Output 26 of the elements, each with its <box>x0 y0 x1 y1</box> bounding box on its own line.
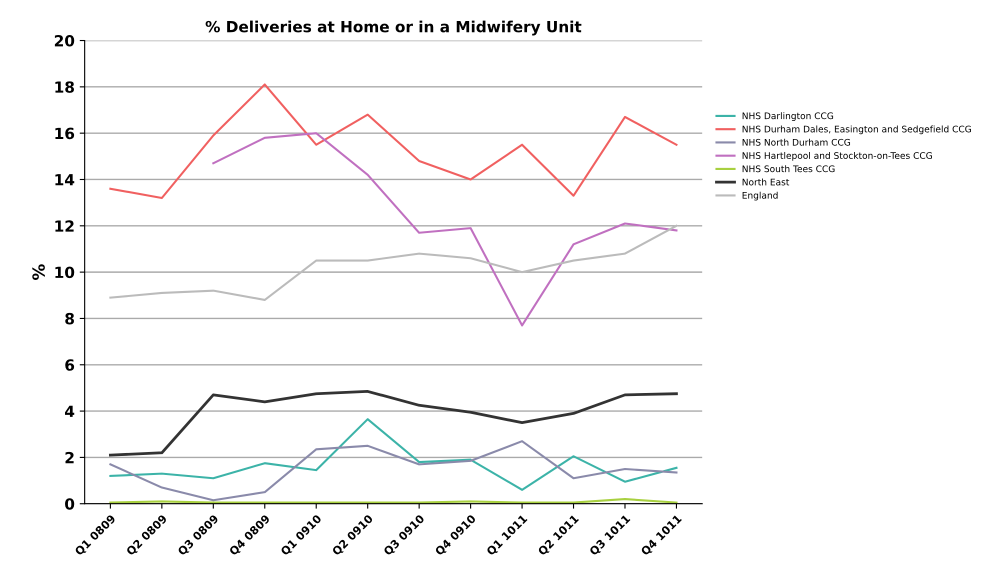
line-series <box>109 418 678 491</box>
line-series <box>109 390 678 456</box>
legend-label: NHS Durham Dales, Easington and Sedgefield CCG <box>742 125 971 134</box>
y-tick-label: 2 <box>66 452 74 464</box>
legend-label: NHS Hartlepool and Stockton-on-Tees CCG <box>742 152 932 161</box>
legend-label: NHS North Durham CCG <box>742 138 850 146</box>
y-tick-label: 14 <box>55 174 74 186</box>
legend-label: NHS South Tees CCG <box>742 165 835 172</box>
y-tick-label: 16 <box>55 128 74 140</box>
line-series <box>109 224 678 301</box>
legend-label: NHS Darlington CCG <box>742 112 834 121</box>
y-tick-label: 12 <box>55 220 74 232</box>
y-tick-label: 20 <box>54 34 74 47</box>
line-series <box>212 132 678 326</box>
y-tick-label: 18 <box>55 81 74 93</box>
y-tick-label: 6 <box>65 359 74 371</box>
y-tick-label: 4 <box>64 406 74 417</box>
legend-label: England <box>742 192 778 200</box>
line-series <box>109 440 678 502</box>
y-tick-label: 8 <box>65 312 74 324</box>
legend-label: North East <box>742 178 790 186</box>
line-series <box>109 83 678 200</box>
chart-title: % Deliveries at Home or in a Midwifery Unit <box>206 20 582 36</box>
y-axis-title: % <box>32 264 45 280</box>
y-tick-label: 0 <box>65 498 74 510</box>
y-tick-label: 10 <box>55 266 74 278</box>
